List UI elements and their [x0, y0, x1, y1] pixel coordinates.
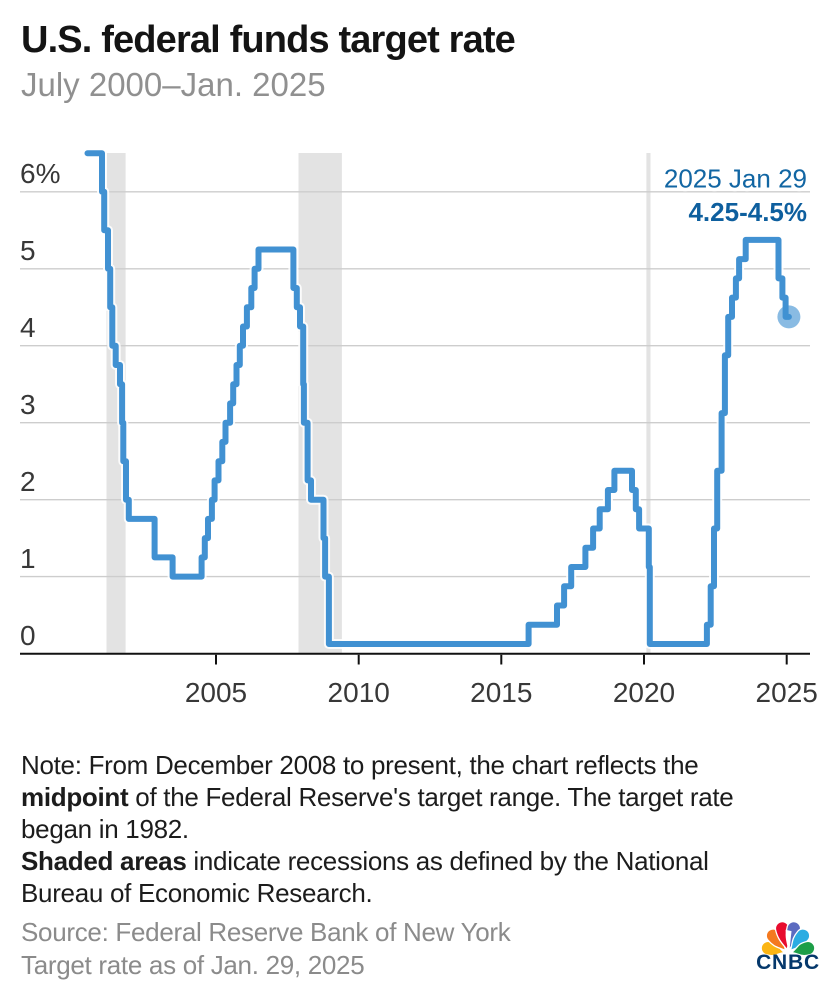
svg-text:1: 1 — [20, 543, 36, 574]
svg-text:6%: 6% — [20, 158, 60, 189]
svg-text:2025: 2025 — [756, 677, 818, 708]
svg-text:4.25-4.5%: 4.25-4.5% — [688, 197, 807, 227]
svg-text:2010: 2010 — [328, 677, 390, 708]
svg-text:4: 4 — [20, 312, 36, 343]
svg-text:3: 3 — [20, 389, 36, 420]
svg-text:5: 5 — [20, 235, 36, 266]
svg-text:2020: 2020 — [613, 677, 675, 708]
svg-text:2: 2 — [20, 466, 36, 497]
svg-text:2025 Jan 29: 2025 Jan 29 — [664, 164, 807, 194]
svg-text:2005: 2005 — [185, 677, 247, 708]
svg-text:2015: 2015 — [470, 677, 532, 708]
svg-text:0: 0 — [20, 620, 36, 651]
